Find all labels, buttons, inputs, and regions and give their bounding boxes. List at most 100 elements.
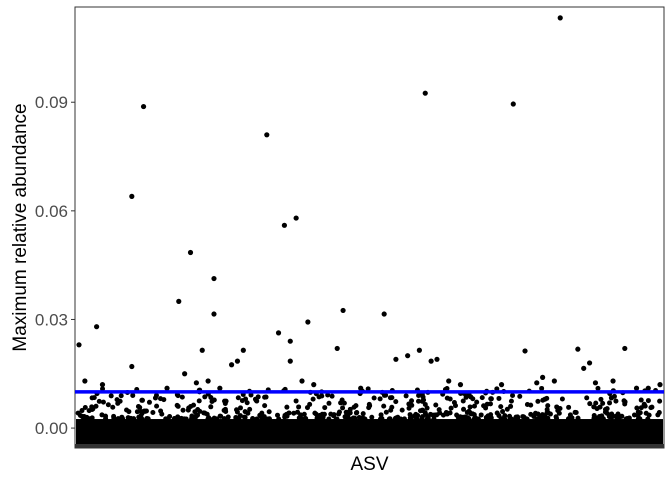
data-point: [508, 398, 514, 404]
data-point: [234, 358, 241, 364]
data-point: [593, 400, 599, 406]
data-point: [259, 410, 265, 416]
data-point: [115, 400, 121, 406]
data-point: [338, 400, 344, 406]
data-point: [428, 411, 434, 417]
data-point: [534, 380, 540, 386]
data-point: [284, 404, 290, 410]
data-point: [159, 411, 165, 417]
data-point: [545, 410, 551, 416]
data-point: [633, 385, 640, 391]
data-point: [598, 396, 604, 402]
data-point: [437, 410, 443, 416]
data-point: [182, 371, 188, 377]
data-point: [242, 414, 248, 420]
data-point: [221, 407, 227, 413]
data-point: [648, 405, 654, 411]
data-point: [245, 410, 251, 416]
data-point: [237, 405, 243, 411]
data-point: [646, 412, 652, 418]
data-point: [310, 396, 316, 402]
data-point: [557, 15, 563, 21]
data-point: [150, 410, 156, 416]
data-point: [540, 374, 546, 380]
data-point: [415, 398, 421, 404]
data-point: [161, 397, 167, 403]
data-point: [539, 412, 545, 418]
data-point: [253, 398, 259, 404]
data-point: [211, 275, 217, 282]
data-point: [584, 395, 590, 401]
data-point: [356, 414, 362, 420]
data-point: [114, 397, 120, 403]
data-point: [600, 400, 606, 406]
data-point: [528, 402, 534, 408]
data-point: [602, 406, 608, 412]
data-point: [508, 403, 514, 409]
data-point: [422, 90, 428, 96]
data-point: [487, 401, 493, 407]
data-point: [262, 403, 268, 409]
data-point: [329, 393, 335, 399]
data-point: [619, 413, 625, 419]
data-point: [129, 363, 135, 370]
data-point: [138, 413, 144, 419]
data-point: [556, 410, 562, 416]
data-point: [139, 397, 145, 403]
data-point: [176, 298, 182, 304]
data-point: [293, 398, 299, 404]
data-point: [283, 411, 289, 417]
data-point: [243, 396, 249, 402]
data-point: [108, 393, 114, 399]
data-point: [341, 400, 347, 406]
x-axis-title: ASV: [350, 454, 388, 475]
data-point: [180, 407, 186, 413]
data-point: [240, 347, 246, 353]
data-point: [217, 385, 223, 391]
data-point: [196, 398, 202, 404]
data-point: [581, 365, 587, 371]
data-point: [75, 410, 81, 416]
data-point: [403, 393, 409, 399]
data-point: [244, 400, 250, 406]
data-point: [657, 382, 663, 388]
data-point: [211, 311, 217, 317]
data-point: [448, 405, 454, 411]
data-point: [100, 399, 106, 405]
data-point: [199, 347, 205, 353]
data-point: [360, 411, 366, 417]
data-point: [105, 402, 111, 408]
data-point: [331, 413, 337, 419]
data-point: [225, 414, 231, 420]
data-point: [389, 404, 395, 410]
data-point: [319, 393, 325, 399]
data-point: [557, 405, 563, 411]
data-point: [405, 353, 411, 359]
data-point: [377, 396, 383, 402]
data-point: [592, 380, 599, 386]
data-point: [234, 409, 240, 415]
data-point: [483, 405, 489, 411]
data-point: [262, 394, 268, 400]
data-point: [586, 360, 593, 366]
data-point: [479, 395, 485, 401]
data-point: [567, 412, 573, 418]
data-point: [645, 398, 651, 404]
data-point: [575, 346, 581, 352]
data-point: [466, 408, 472, 414]
data-point: [248, 392, 254, 398]
data-point: [460, 398, 466, 404]
data-point: [91, 395, 97, 401]
data-point: [496, 395, 502, 401]
data-point: [103, 413, 109, 419]
data-point: [291, 410, 297, 416]
data-point: [301, 411, 307, 417]
data-point: [465, 415, 471, 421]
data-point: [457, 382, 464, 388]
data-point: [470, 396, 476, 402]
data-point: [381, 311, 387, 317]
data-point: [304, 405, 310, 411]
data-point: [365, 386, 371, 392]
data-point: [76, 342, 82, 348]
y-tick-label: 0.03: [35, 310, 68, 329]
